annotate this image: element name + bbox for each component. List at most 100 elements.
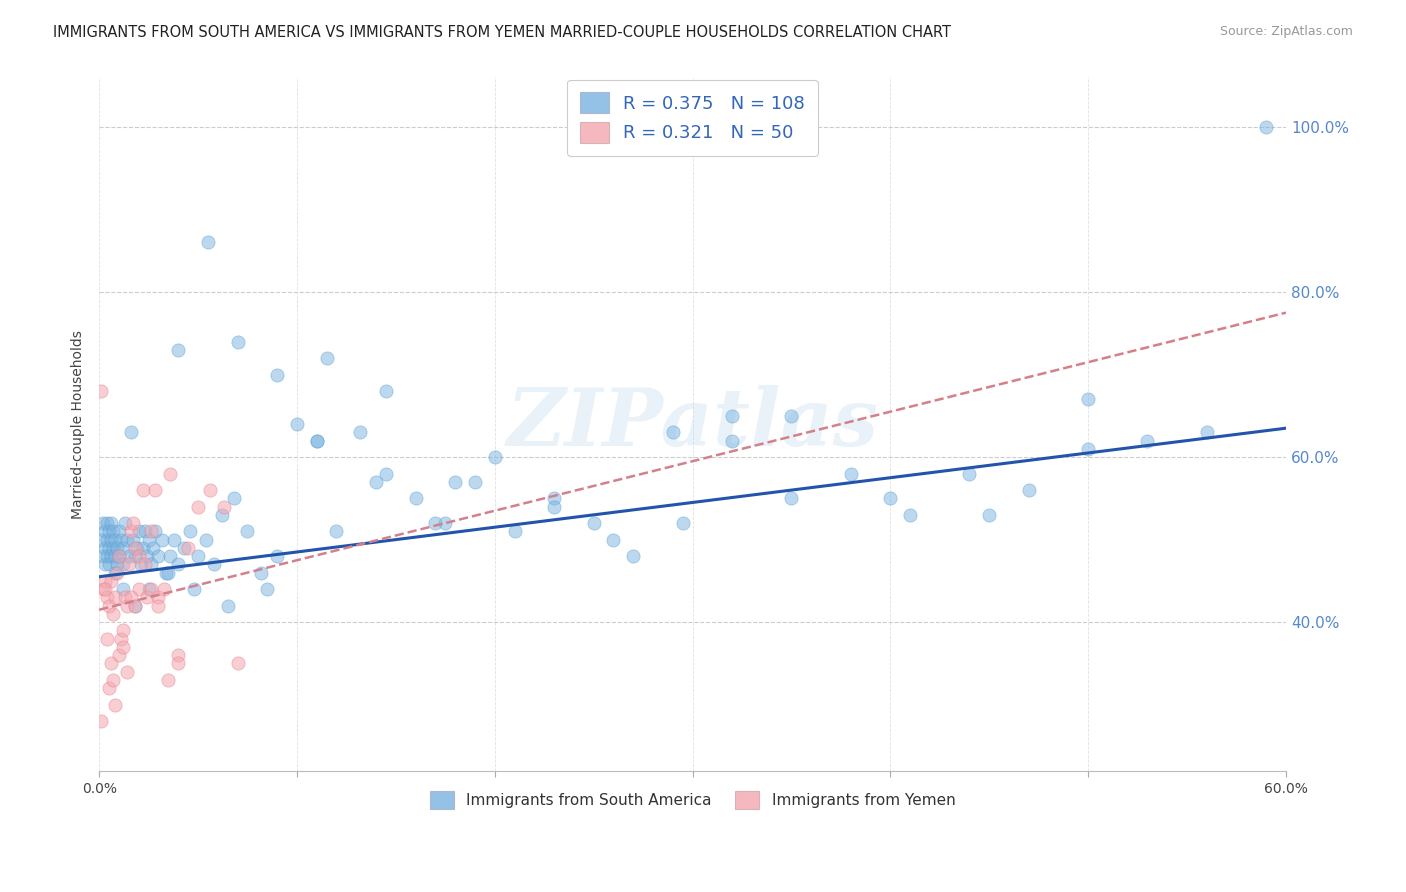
Point (266, 368, 288, 382)
Point (153, 582, 176, 596)
Point (124, 541, 146, 555)
Point (157, 566, 180, 580)
Point (96, 632, 118, 646)
Point (111, 541, 134, 555)
Point (101, 673, 124, 687)
Point (167, 657, 190, 671)
Point (226, 657, 249, 671)
Point (315, 351, 337, 365)
Point (152, 533, 174, 547)
Point (94, 524, 117, 539)
Point (91, 549, 114, 563)
Point (129, 558, 152, 572)
Point (405, 491, 427, 506)
Point (110, 533, 132, 547)
Point (425, 516, 447, 530)
Point (90, 384, 112, 398)
Point (111, 624, 134, 638)
Point (167, 648, 190, 662)
Point (1195, 425, 1218, 440)
Text: ZIPatlas: ZIPatlas (506, 385, 879, 463)
Point (1136, 434, 1159, 448)
Point (128, 582, 150, 596)
Point (104, 566, 127, 580)
Point (94, 574, 117, 588)
Point (1256, 120, 1278, 134)
Point (543, 491, 565, 506)
Point (111, 582, 134, 596)
Point (91, 582, 114, 596)
Point (105, 566, 128, 580)
Point (90, 533, 112, 547)
Point (108, 549, 131, 563)
Point (721, 434, 744, 448)
Point (108, 524, 131, 539)
Point (108, 549, 131, 563)
Point (115, 533, 138, 547)
Point (91, 516, 114, 530)
Point (105, 558, 128, 572)
Point (155, 566, 177, 580)
Point (128, 524, 150, 539)
Point (250, 566, 273, 580)
Point (118, 549, 141, 563)
Point (582, 516, 605, 530)
Point (100, 657, 122, 671)
Point (183, 582, 205, 596)
Point (124, 599, 146, 613)
Point (879, 491, 901, 506)
Point (134, 524, 156, 539)
Point (96, 591, 118, 605)
Point (125, 541, 148, 555)
Point (139, 582, 162, 596)
Point (197, 235, 219, 250)
Point (96, 533, 118, 547)
Point (104, 533, 127, 547)
Point (159, 467, 181, 481)
Point (100, 533, 122, 547)
Point (131, 541, 153, 555)
Point (979, 508, 1001, 522)
Point (444, 475, 467, 489)
Point (266, 549, 288, 563)
Point (602, 533, 624, 547)
Point (167, 343, 190, 357)
Point (94, 541, 117, 555)
Point (100, 574, 122, 588)
Point (898, 508, 921, 522)
Point (148, 599, 170, 613)
Point (90, 714, 112, 728)
Point (374, 467, 396, 481)
Point (1077, 392, 1099, 407)
Point (100, 516, 122, 530)
Point (101, 524, 124, 539)
Point (143, 524, 166, 539)
Point (108, 648, 131, 662)
Point (98, 524, 121, 539)
Point (98, 558, 121, 572)
Point (543, 500, 565, 514)
Point (120, 591, 142, 605)
Point (98, 599, 121, 613)
Y-axis label: Married-couple Households: Married-couple Households (72, 330, 86, 518)
Point (104, 591, 127, 605)
Point (187, 549, 209, 563)
Point (104, 549, 127, 563)
Point (179, 524, 201, 539)
Point (226, 334, 249, 349)
Point (222, 491, 245, 506)
Point (101, 541, 124, 555)
Point (114, 591, 136, 605)
Point (198, 483, 221, 497)
Point (305, 434, 328, 448)
Point (111, 640, 134, 654)
Point (98, 541, 121, 555)
Point (120, 524, 142, 539)
Point (104, 698, 127, 712)
Point (349, 425, 371, 440)
Point (148, 549, 170, 563)
Point (105, 541, 128, 555)
Point (177, 541, 200, 555)
Point (173, 541, 195, 555)
Point (464, 475, 486, 489)
